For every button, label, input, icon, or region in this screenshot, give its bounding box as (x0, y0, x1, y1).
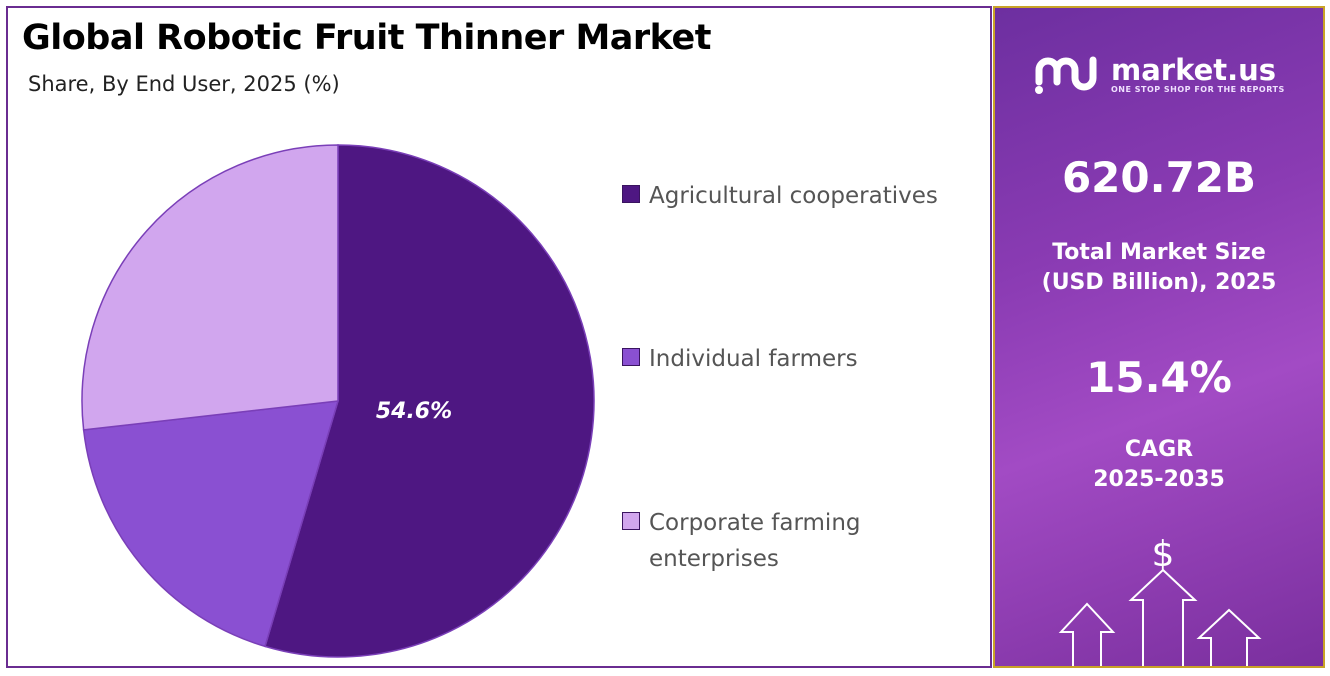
brand: market.us ONE STOP SHOP FOR THE REPORTS (1033, 48, 1285, 100)
legend-label: Corporate farming enterprises (649, 505, 861, 577)
growth-arrows-icon: $ (1058, 534, 1262, 666)
chart-panel: Global Robotic Fruit Thinner Market Shar… (6, 6, 992, 668)
cagr-label-line2: 2025-2035 (1093, 467, 1225, 492)
pie-slice-corporate-farming-enterprises (81, 144, 339, 431)
legend-label: Agricultural cooperatives (649, 183, 938, 209)
legend-item-individual-farmers: Individual farmers (622, 341, 982, 377)
legend-item-corporate-farming-enterprises: Corporate farming enterprises (622, 505, 982, 577)
legend-swatch (622, 185, 640, 203)
legend-label: Individual farmers (649, 346, 858, 372)
market-size-label-line1: Total Market Size (1052, 240, 1266, 265)
brand-tagline: ONE STOP SHOP FOR THE REPORTS (1111, 84, 1285, 94)
legend-label-line2: enterprises (649, 546, 779, 572)
pie-slice-agricultural-cooperatives (264, 144, 595, 658)
legend-swatch (622, 512, 640, 530)
cagr-value: 15.4% (1086, 353, 1232, 402)
market-us-logo-icon (1035, 56, 1097, 94)
dollar-icon: $ (1152, 534, 1175, 575)
legend-item-agricultural-cooperatives: Agricultural cooperatives (622, 178, 982, 214)
legend-label-line1: Corporate farming (649, 510, 861, 536)
brand-text: market.us ONE STOP SHOP FOR THE REPORTS (1111, 55, 1285, 94)
legend-swatch (622, 348, 640, 366)
cagr-label-line1: CAGR (1124, 437, 1194, 462)
chart-subtitle: Share, By End User, 2025 (%) (28, 72, 340, 96)
market-size-value: 620.72B (1061, 153, 1257, 202)
chart-title: Global Robotic Fruit Thinner Market (22, 18, 711, 58)
pie-slice-individual-farmers (82, 400, 340, 648)
pie-chart: 54.6% (81, 144, 595, 658)
pie-data-label: 54.6% (376, 399, 452, 424)
market-size-label-line2: (USD Billion), 2025 (1041, 270, 1277, 295)
brand-name: market.us (1111, 52, 1277, 87)
summary-panel: market.us ONE STOP SHOP FOR THE REPORTS … (993, 6, 1325, 668)
